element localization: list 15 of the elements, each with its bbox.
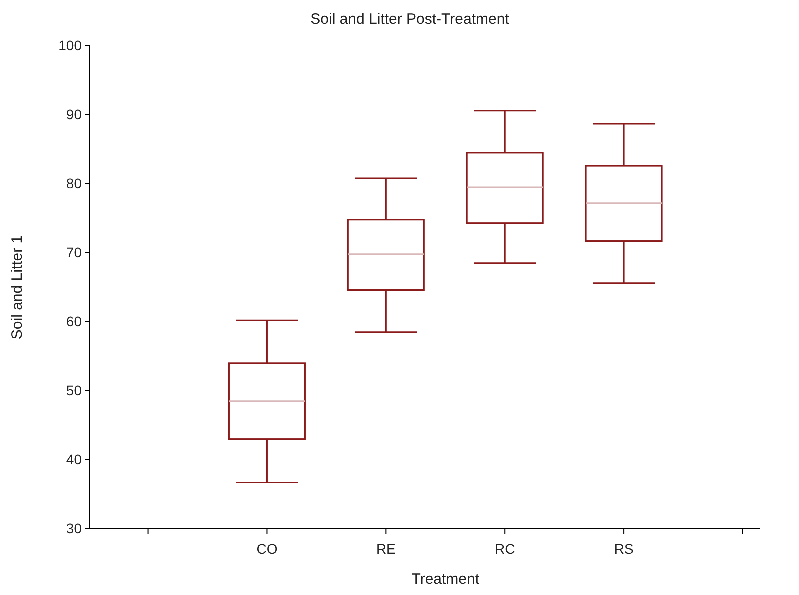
- x-tick-label: RS: [614, 540, 634, 557]
- y-tick-label: 80: [66, 175, 82, 192]
- y-tick-label: 90: [66, 106, 82, 122]
- x-tick-label: CO: [256, 540, 278, 557]
- y-tick-label: 60: [66, 313, 82, 330]
- y-tick-label: 50: [66, 382, 82, 398]
- y-axis-title: Soil and Litter 1: [9, 235, 26, 340]
- x-tick-label: RC: [494, 540, 516, 557]
- y-tick-label: 40: [66, 451, 82, 468]
- y-tick-label: 30: [66, 520, 82, 536]
- y-tick-label: 70: [66, 244, 82, 260]
- x-tick-label: RE: [376, 540, 396, 557]
- chart-title: Soil and Litter Post-Treatment: [310, 11, 510, 28]
- y-tick-label: 100: [58, 37, 82, 54]
- x-axis-title: Treatment: [412, 571, 480, 588]
